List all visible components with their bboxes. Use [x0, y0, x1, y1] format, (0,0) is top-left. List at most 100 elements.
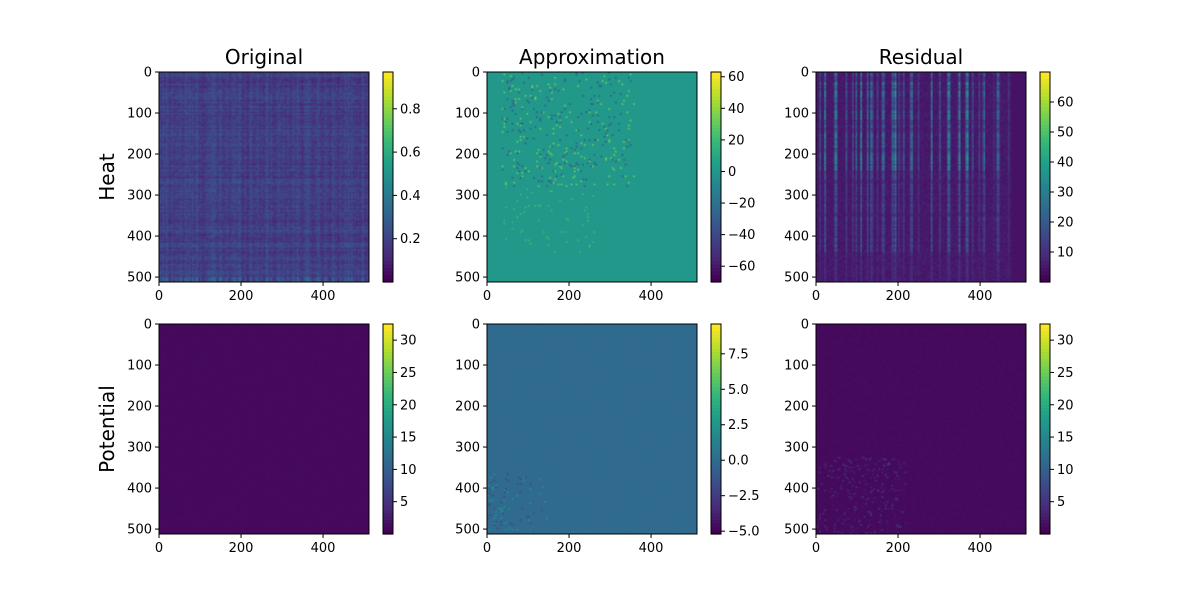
heatmap-image	[487, 324, 697, 534]
row-title-potential: Potential	[95, 385, 119, 473]
colorbar-segment	[711, 355, 721, 360]
colorbar-segment	[711, 233, 721, 238]
colorbar-segment	[711, 271, 721, 276]
colorbar-segment	[711, 474, 721, 479]
colorbar-segment	[383, 383, 393, 388]
colorbar-segment	[1040, 240, 1050, 245]
colorbar-segment	[383, 201, 393, 206]
colorbar: 60 50 40 30 20 10	[1039, 71, 1074, 283]
colorbar-segment	[1040, 422, 1050, 427]
colorbar-segment	[711, 506, 721, 511]
colorbar-segment	[383, 124, 393, 129]
colorbar-segment	[1040, 362, 1050, 367]
colorbar-tick-label: −60	[728, 260, 755, 275]
colorbar-segment	[711, 530, 721, 535]
colorbar-segment	[711, 401, 721, 406]
colorbar-segment	[383, 443, 393, 448]
colorbar-segment	[711, 187, 721, 192]
colorbar-segment	[1040, 446, 1050, 451]
colorbar-segment	[1040, 366, 1050, 371]
colorbar-segment	[383, 184, 393, 189]
x-tick-label: 200	[229, 541, 254, 556]
colorbar-segment	[711, 481, 721, 486]
colorbar-segment	[383, 191, 393, 196]
heatmap-frame	[486, 71, 698, 283]
colorbar-segment	[1040, 229, 1050, 234]
y-tick-label: 400	[127, 230, 152, 245]
colorbar-segment	[711, 117, 721, 122]
colorbar-segment	[1040, 471, 1050, 476]
colorbar-segment	[383, 86, 393, 91]
colorbar-segment	[1040, 527, 1050, 532]
colorbar-segment	[383, 457, 393, 462]
colorbar-segment	[711, 138, 721, 143]
colorbar-segment	[711, 422, 721, 427]
colorbar-segment	[1040, 89, 1050, 94]
colorbar-segment	[711, 159, 721, 164]
y-tick-label: 100	[455, 359, 480, 374]
colorbar-segment	[383, 131, 393, 136]
colorbar-segment	[1040, 429, 1050, 434]
colorbar-segment	[383, 338, 393, 343]
colorbar-segment	[383, 411, 393, 416]
y-tick-label: 0	[801, 66, 809, 81]
colorbar-segment	[711, 509, 721, 514]
colorbar-segment	[1040, 128, 1050, 133]
colorbar-segment	[1040, 502, 1050, 507]
colorbar-segment	[1040, 520, 1050, 525]
colorbar-segment	[711, 170, 721, 175]
colorbar-tick-label: 40	[728, 102, 745, 117]
colorbar-tick-label: 25	[1057, 366, 1074, 381]
colorbar-segment	[1040, 439, 1050, 444]
colorbar-segment	[1040, 103, 1050, 108]
colorbar-segment	[711, 352, 721, 357]
colorbar-segment	[711, 145, 721, 150]
colorbar-segment	[1040, 324, 1050, 329]
panels-layer: Original Approximation Residual Heat Potenti…	[95, 45, 1074, 556]
colorbar-segment	[1040, 499, 1050, 504]
colorbar-segment	[711, 243, 721, 248]
column-title-residual: Residual	[879, 45, 963, 69]
colorbar-segment	[711, 257, 721, 262]
colorbar-tick-label: −20	[728, 197, 755, 212]
colorbar-segment	[711, 180, 721, 185]
colorbar-segment	[1040, 376, 1050, 381]
colorbar-segment	[711, 380, 721, 385]
colorbar-tick-label: 10	[1057, 463, 1074, 478]
x-tick-label: 0	[483, 541, 491, 556]
colorbar-segment	[711, 254, 721, 259]
colorbar-segment	[711, 425, 721, 430]
heatmap-frame	[158, 323, 370, 535]
colorbar-segment	[711, 394, 721, 399]
colorbar-segment	[711, 341, 721, 346]
colorbar-segment	[383, 159, 393, 164]
colorbar-segment	[711, 205, 721, 210]
heatmap-frame	[815, 323, 1027, 535]
colorbar-tick-label: −2.5	[728, 489, 760, 504]
heatmap-image	[816, 324, 1026, 534]
colorbar: 30 25 20 15 10 5	[1039, 323, 1074, 535]
colorbar-segment	[383, 180, 393, 185]
colorbar-segment	[711, 163, 721, 168]
colorbar-segment	[1040, 142, 1050, 147]
colorbar-segment	[1040, 205, 1050, 210]
colorbar-segment	[383, 331, 393, 336]
colorbar-tick-label: 20	[1057, 216, 1074, 231]
column-title-approximation: Approximation	[519, 45, 665, 69]
x-tick-label: 400	[639, 541, 664, 556]
colorbar-frame	[382, 71, 394, 283]
colorbar-segment	[383, 145, 393, 150]
y-tick-label: 500	[784, 523, 809, 538]
colorbar-segment	[711, 261, 721, 266]
colorbar-segment	[1040, 355, 1050, 360]
colorbar-segment	[711, 103, 721, 108]
heatmap-image	[159, 72, 369, 282]
colorbar-segment	[1040, 341, 1050, 346]
colorbar-segment	[711, 348, 721, 353]
colorbar-segment	[711, 100, 721, 105]
colorbar-segment	[1040, 415, 1050, 420]
colorbar-segment	[711, 485, 721, 490]
